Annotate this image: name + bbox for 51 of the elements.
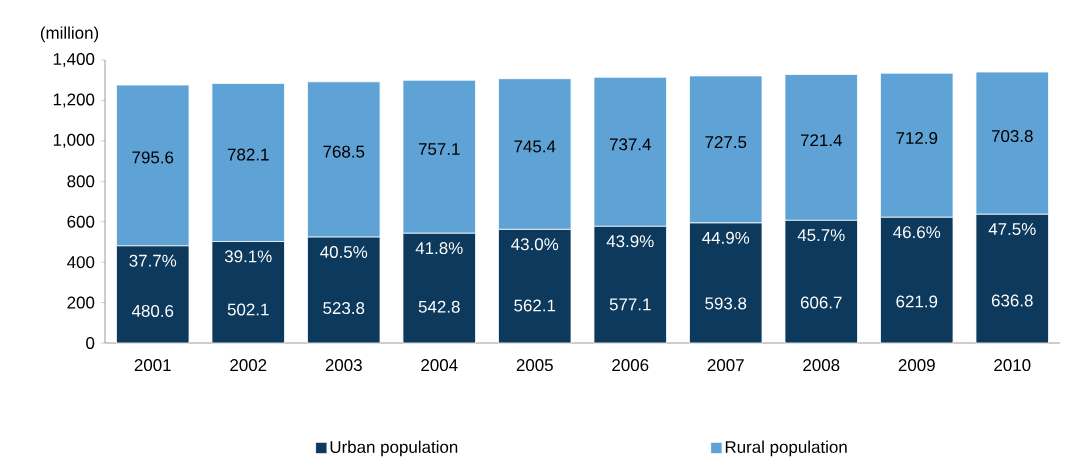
data-label: 712.9 xyxy=(896,132,938,145)
x-tick-label: 2003 xyxy=(325,359,362,372)
annotation: 43.0% xyxy=(511,238,559,251)
data-label: 480.6 xyxy=(131,304,174,317)
annotation: 45.7% xyxy=(797,229,845,242)
x-tick-label: 2007 xyxy=(707,359,744,372)
annotation: 40.5% xyxy=(320,245,368,258)
data-label: 721.4 xyxy=(800,134,842,147)
data-label: 523.8 xyxy=(323,302,365,315)
data-label: 621.9 xyxy=(896,295,938,308)
x-tick-label: 2009 xyxy=(898,359,935,372)
x-tick-label: 2002 xyxy=(230,359,267,372)
y-tick-label: 400 xyxy=(67,256,95,269)
data-label: 502.1 xyxy=(227,303,269,316)
data-label: 768.5 xyxy=(323,145,365,158)
annotation: 39.1% xyxy=(224,250,272,263)
annotation: 46.6% xyxy=(893,226,941,239)
y-tick-label: 1,200 xyxy=(53,93,95,108)
annotation: 37.7% xyxy=(129,254,177,267)
y-tick-label: 1,400 xyxy=(53,53,95,67)
x-tick-label: 2006 xyxy=(612,359,649,372)
x-tick-label: 2010 xyxy=(994,359,1031,372)
data-label: 606.7 xyxy=(800,296,842,309)
data-label: 727.5 xyxy=(705,136,747,149)
data-label: 782.1 xyxy=(227,148,269,161)
data-label: 703.8 xyxy=(991,130,1033,143)
data-label: 577.1 xyxy=(609,298,651,311)
y-tick-label: 600 xyxy=(67,215,95,228)
data-label: 593.8 xyxy=(705,297,747,310)
data-label: 562.1 xyxy=(514,299,556,312)
data-label: 795.6 xyxy=(132,151,174,164)
data-label: 542.8 xyxy=(418,300,460,313)
y-axis-title: (million) xyxy=(40,26,99,43)
y-tick-label: 1,000 xyxy=(53,133,95,148)
x-tick-label: 2004 xyxy=(421,359,458,372)
annotation: 41.8% xyxy=(415,242,463,255)
data-label: 636.8 xyxy=(991,294,1033,307)
annotation: 44.9% xyxy=(702,231,750,244)
x-tick-label: 2001 xyxy=(134,359,171,372)
y-tick-label: 200 xyxy=(67,296,95,309)
y-tick-label: 0 xyxy=(86,337,95,349)
y-tick-label: 800 xyxy=(67,175,95,188)
legend-label: Urban population xyxy=(330,440,458,457)
data-label: 745.4 xyxy=(514,140,556,153)
x-tick-label: 2005 xyxy=(516,359,553,372)
annotation: 47.5% xyxy=(988,223,1036,236)
data-label: 737.4 xyxy=(609,138,651,151)
data-label: 757.1 xyxy=(418,143,460,156)
legend-label: Rural population xyxy=(725,440,847,457)
annotation: 43.9% xyxy=(606,235,654,248)
x-tick-label: 2008 xyxy=(803,359,840,372)
